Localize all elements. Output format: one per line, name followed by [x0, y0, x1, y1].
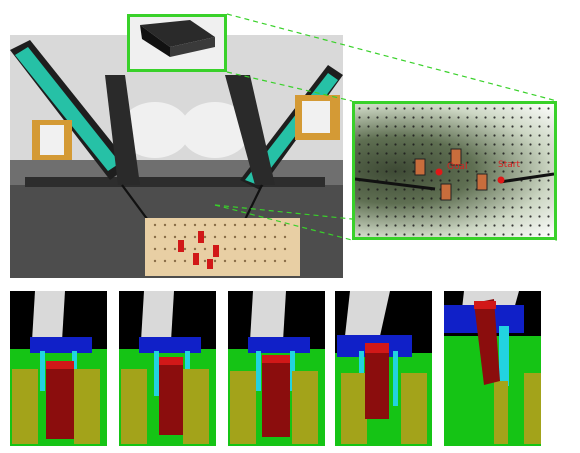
camera-closeup [130, 17, 224, 69]
start-marker [497, 176, 505, 184]
sim-frame-1-scene [10, 291, 107, 446]
sim-frame-5-scene [444, 291, 541, 446]
sim-frame-4-scene [335, 291, 432, 446]
pegboard-closeup [355, 104, 554, 237]
camera-closeup-inset [127, 14, 227, 72]
sim-frame-5 [444, 291, 541, 446]
sim-frame-1 [10, 291, 107, 446]
robot-workcell-photo [10, 35, 343, 278]
sim-frame-2 [119, 291, 216, 446]
sim-frame-3 [228, 291, 325, 446]
sim-frame-4 [335, 291, 432, 446]
start-label: Start [498, 160, 520, 170]
goal-marker [435, 168, 443, 176]
sim-frame-3-scene [228, 291, 325, 446]
robot-scene [10, 35, 343, 278]
pegboard-closeup-inset: Goal Start [352, 101, 557, 240]
sim-frame-2-scene [119, 291, 216, 446]
goal-label: Goal [447, 162, 468, 172]
